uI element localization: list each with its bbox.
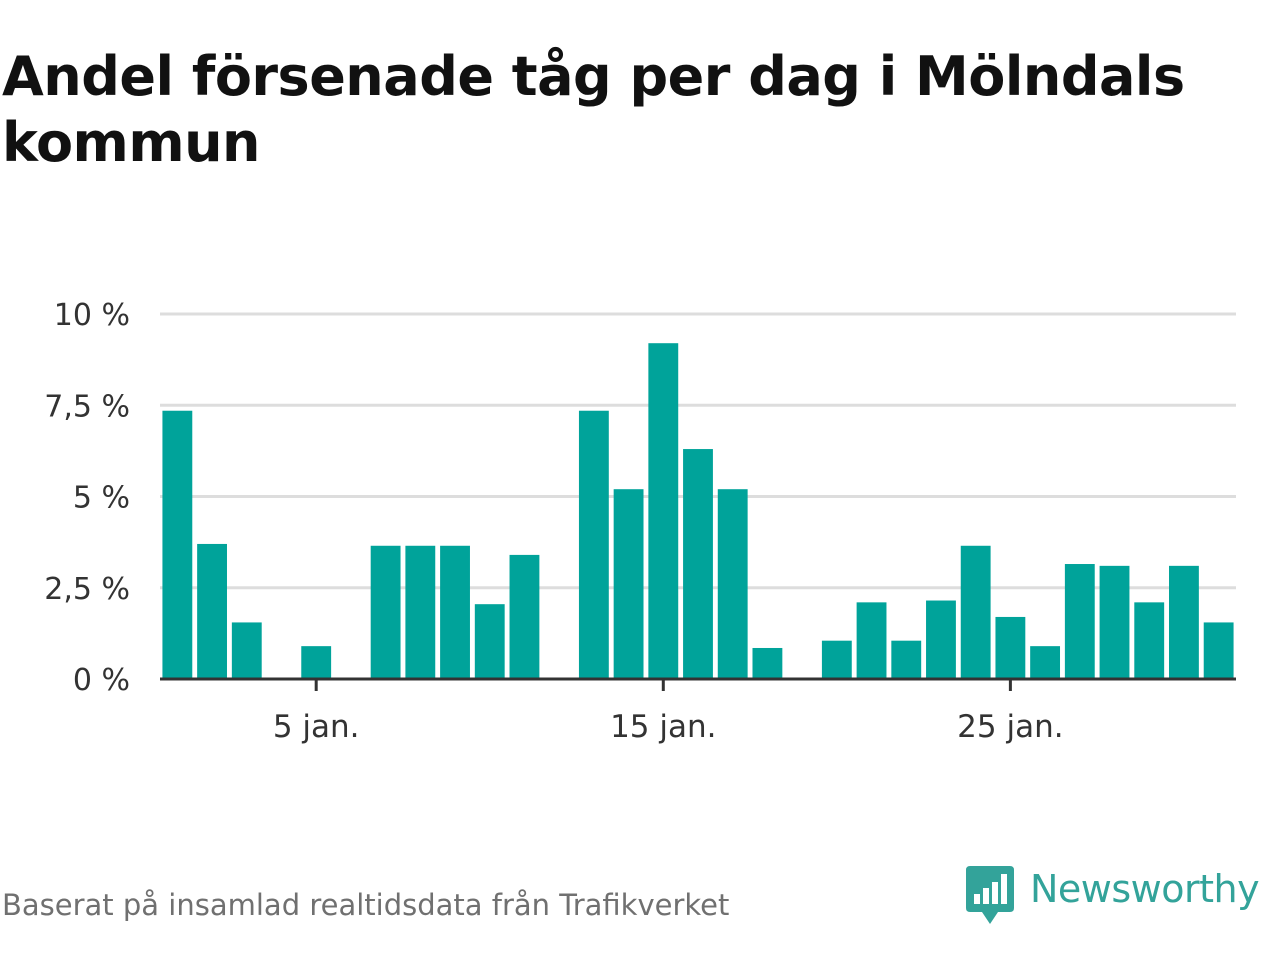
brand-name: Newsworthy xyxy=(1030,867,1260,911)
bar xyxy=(1064,564,1095,679)
bars xyxy=(162,343,1234,679)
bar xyxy=(440,545,470,679)
bar xyxy=(1169,565,1199,679)
x-tick-label: 25 jan. xyxy=(957,709,1063,745)
bar-chart-pin-icon xyxy=(966,866,1014,924)
bar xyxy=(995,616,1026,679)
bar xyxy=(301,646,332,679)
bar xyxy=(891,640,922,679)
bar xyxy=(960,545,991,679)
y-axis-ticks: 0 % 2,5 % 5 % 7,5 % 10 % xyxy=(44,298,130,698)
x-tick-label: 5 jan. xyxy=(273,709,360,745)
bar xyxy=(1099,565,1130,679)
y-tick-label: 10 % xyxy=(54,298,130,333)
bar xyxy=(1134,602,1165,679)
bar xyxy=(717,489,748,679)
bar xyxy=(1203,622,1234,679)
bar xyxy=(474,604,505,679)
bar xyxy=(613,489,644,679)
bar xyxy=(509,554,540,679)
x-tick-label: 15 jan. xyxy=(610,709,716,745)
bar xyxy=(752,647,783,679)
bar xyxy=(162,410,193,679)
bar xyxy=(578,410,609,679)
bar xyxy=(370,545,401,679)
bar xyxy=(197,543,227,679)
bar xyxy=(821,640,852,679)
y-tick-label: 2,5 % xyxy=(44,572,130,607)
y-tick-label: 0 % xyxy=(73,663,130,698)
bar xyxy=(683,449,713,679)
bar xyxy=(648,343,679,679)
bar xyxy=(926,600,956,679)
brand-logo: Newsworthy xyxy=(964,864,1260,928)
bar-chart: 0 % 2,5 % 5 % 7,5 % 10 % 5 jan. 15 jan. 25 jan… xyxy=(44,298,1236,745)
chart-title: Andel försenade tåg per dag i Mölndals k… xyxy=(2,45,1185,174)
y-tick-label: 5 % xyxy=(73,481,130,516)
bar xyxy=(405,545,436,679)
bar xyxy=(856,602,887,679)
bar xyxy=(1030,646,1061,679)
bar xyxy=(231,622,262,679)
y-tick-label: 7,5 % xyxy=(44,389,130,424)
x-axis-ticks: 5 jan. 15 jan. 25 jan. xyxy=(273,679,1064,745)
source-note: Baserat på insamlad realtidsdata från Tr… xyxy=(2,888,730,922)
